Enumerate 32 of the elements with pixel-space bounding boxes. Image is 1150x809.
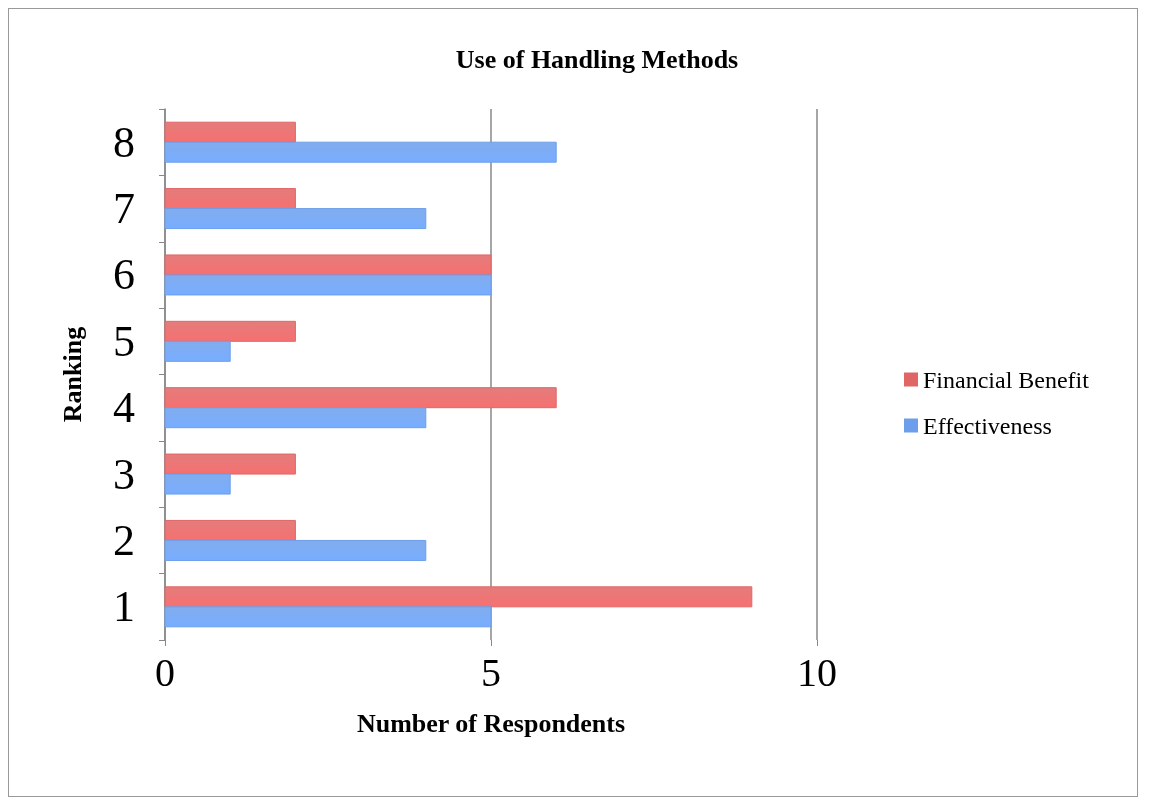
y-tick-label: 4 [113, 383, 135, 433]
bar [164, 586, 753, 608]
bar [164, 274, 492, 296]
bar [164, 121, 296, 143]
y-tick-label: 1 [113, 582, 135, 632]
y-tick-label: 5 [113, 316, 135, 366]
bar [164, 188, 296, 210]
bar [164, 208, 427, 230]
bar [164, 340, 231, 362]
y-tick-label: 6 [113, 250, 135, 300]
x-tick-label: 10 [797, 649, 837, 695]
bar [164, 539, 427, 561]
legend-label: Effectiveness [923, 412, 1052, 439]
x-tick-label: 0 [155, 649, 175, 695]
bar [164, 141, 557, 163]
legend-label: Financial Benefit [923, 366, 1090, 393]
bar [164, 473, 231, 495]
bar [164, 606, 492, 628]
y-axis-title: Ranking [57, 326, 87, 423]
bar [164, 254, 492, 276]
y-tick-label: 2 [113, 515, 135, 565]
x-axis-title: Number of Respondents [356, 708, 626, 738]
bar [164, 407, 427, 429]
y-tick-label: 8 [113, 117, 135, 167]
chart-title: Use of Handling Methods [455, 44, 739, 74]
bar [164, 387, 557, 409]
y-tick-label: 3 [113, 449, 135, 499]
bar [164, 519, 296, 541]
bar [164, 320, 296, 342]
x-tick-label: 5 [481, 649, 501, 695]
y-tick-label: 7 [113, 184, 135, 234]
bar [164, 453, 296, 475]
